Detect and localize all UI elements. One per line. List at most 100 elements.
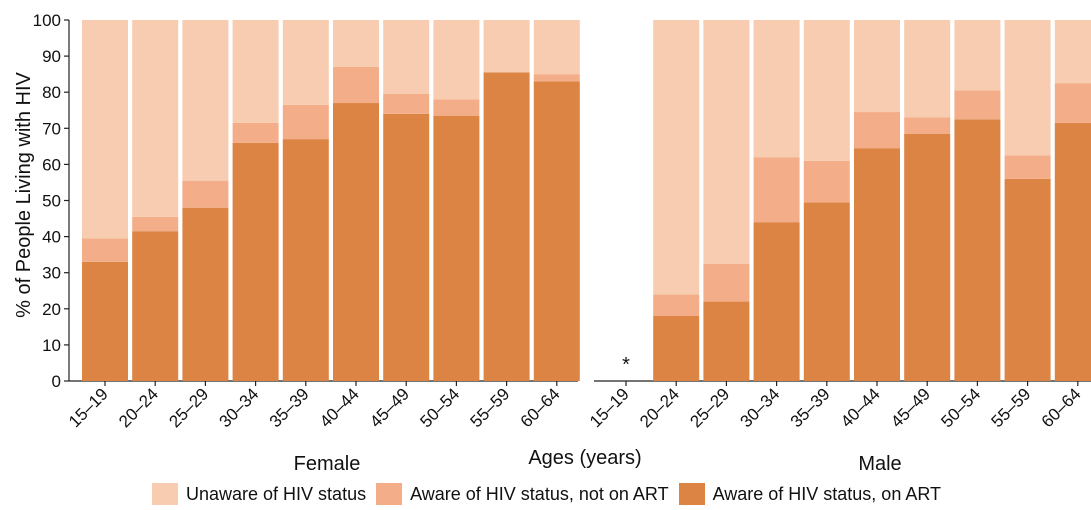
female-bar-50-54-aware-of-hiv-status-not-on-art bbox=[433, 99, 480, 116]
male-bar-60-64-aware-of-hiv-status-not-on-art bbox=[1054, 83, 1091, 123]
male-x-tick-label-15-19: 15–19 bbox=[586, 384, 633, 431]
male-x-tick-label-40-44: 40–44 bbox=[837, 384, 884, 431]
male-x-tick-label-60-64: 60–64 bbox=[1038, 384, 1085, 431]
female-bar-20-24-aware-of-hiv-status-on-art bbox=[132, 231, 179, 381]
male-x-tick-label-20-24: 20–24 bbox=[636, 384, 683, 431]
male-bar-25-29-aware-of-hiv-status-on-art bbox=[703, 301, 750, 381]
male-bar-50-54-unaware-of-hiv-status bbox=[954, 20, 1001, 91]
male-bar-20-24-aware-of-hiv-status-not-on-art bbox=[653, 294, 700, 317]
female-bar-60-64-unaware-of-hiv-status bbox=[533, 20, 580, 75]
female-bar-35-39-unaware-of-hiv-status bbox=[282, 20, 329, 105]
male-x-tick-label-45-49: 45–49 bbox=[887, 384, 934, 431]
male-bar-45-49-unaware-of-hiv-status bbox=[904, 20, 951, 118]
male-x-tick-label-50-54: 50–54 bbox=[937, 384, 984, 431]
legend-label-unaware: Unaware of HIV status bbox=[186, 483, 367, 504]
legend-item-aware-on-art: Aware of HIV status, on ART bbox=[678, 483, 942, 505]
y-axis-label: % of People Living with HIV bbox=[13, 72, 35, 318]
female-x-tick-label-50-54: 50–54 bbox=[416, 384, 463, 431]
legend-swatch-aware-not-art bbox=[376, 483, 403, 505]
male-bar-50-54-aware-of-hiv-status-on-art bbox=[954, 119, 1001, 382]
male-bar-45-49-aware-of-hiv-status-not-on-art bbox=[904, 117, 951, 134]
male-bar-40-44-aware-of-hiv-status-on-art bbox=[854, 148, 900, 381]
female-panel-label: Female bbox=[294, 453, 361, 475]
male-bar-25-29-unaware-of-hiv-status bbox=[703, 20, 750, 264]
male-bar-55-59-aware-of-hiv-status-not-on-art bbox=[1004, 155, 1051, 179]
female-bar-55-59-unaware-of-hiv-status bbox=[483, 20, 530, 73]
female-bar-45-49-aware-of-hiv-status-not-on-art bbox=[383, 94, 430, 114]
male-x-tick-label-30-34: 30–34 bbox=[737, 384, 784, 431]
female-x-tick-label-35-39: 35–39 bbox=[266, 384, 313, 431]
legend-item-unaware: Unaware of HIV status bbox=[152, 483, 366, 505]
y-tick-label-70: 70 bbox=[42, 119, 61, 138]
female-x-tick-label-55-59: 55–59 bbox=[467, 384, 514, 431]
male-bar-30-34-aware-of-hiv-status-on-art bbox=[753, 222, 800, 381]
female-bar-20-24-unaware-of-hiv-status bbox=[132, 20, 179, 217]
female-bar-15-19-aware-of-hiv-status-not-on-art bbox=[82, 238, 128, 262]
female-bar-20-24-aware-of-hiv-status-not-on-art bbox=[132, 216, 179, 232]
male-bar-20-24-unaware-of-hiv-status bbox=[653, 20, 700, 295]
male-bar-35-39-aware-of-hiv-status-not-on-art bbox=[803, 160, 850, 203]
male-bar-40-44-unaware-of-hiv-status bbox=[854, 20, 900, 113]
y-tick-label-40: 40 bbox=[42, 228, 61, 247]
female-bar-15-19-unaware-of-hiv-status bbox=[82, 20, 128, 239]
y-tick-label-80: 80 bbox=[42, 83, 61, 102]
male-bar-25-29-aware-of-hiv-status-not-on-art bbox=[703, 263, 750, 302]
female-x-tick-label-20-24: 20–24 bbox=[115, 384, 162, 431]
female-bar-25-29-aware-of-hiv-status-on-art bbox=[182, 207, 229, 381]
female-bar-40-44-aware-of-hiv-status-not-on-art bbox=[333, 66, 379, 104]
male-suppressed-marker: * bbox=[622, 354, 630, 376]
female-bar-40-44-unaware-of-hiv-status bbox=[333, 20, 379, 67]
male-x-tick-label-55-59: 55–59 bbox=[988, 384, 1035, 431]
y-tick-label-90: 90 bbox=[42, 47, 61, 66]
male-bar-40-44-aware-of-hiv-status-not-on-art bbox=[854, 112, 900, 149]
male-bar-55-59-aware-of-hiv-status-on-art bbox=[1004, 178, 1051, 381]
female-bar-30-34-unaware-of-hiv-status bbox=[232, 20, 279, 123]
female-bar-45-49-unaware-of-hiv-status bbox=[383, 20, 430, 95]
male-bar-55-59-unaware-of-hiv-status bbox=[1004, 20, 1051, 156]
female-bar-40-44-aware-of-hiv-status-on-art bbox=[333, 103, 379, 381]
female-bar-30-34-aware-of-hiv-status-not-on-art bbox=[232, 122, 279, 143]
female-x-tick-label-45-49: 45–49 bbox=[366, 384, 413, 431]
female-bar-50-54-unaware-of-hiv-status bbox=[433, 20, 480, 100]
legend-swatch-unaware bbox=[152, 483, 178, 505]
female-x-tick-label-40-44: 40–44 bbox=[316, 384, 363, 431]
y-tick-label-0: 0 bbox=[52, 372, 61, 391]
male-x-tick-label-25-29: 25–29 bbox=[686, 384, 733, 431]
male-bar-20-24-aware-of-hiv-status-on-art bbox=[653, 316, 700, 381]
female-bar-35-39-aware-of-hiv-status-not-on-art bbox=[282, 104, 329, 140]
female-x-tick-label-30-34: 30–34 bbox=[216, 384, 263, 431]
female-bar-25-29-aware-of-hiv-status-not-on-art bbox=[182, 180, 229, 208]
female-bar-55-59-aware-of-hiv-status-on-art bbox=[483, 72, 530, 381]
female-bar-45-49-aware-of-hiv-status-on-art bbox=[383, 113, 430, 382]
male-bar-30-34-unaware-of-hiv-status bbox=[753, 20, 800, 158]
female-bar-35-39-aware-of-hiv-status-on-art bbox=[282, 139, 329, 381]
female-bar-30-34-aware-of-hiv-status-on-art bbox=[232, 142, 279, 381]
male-bar-60-64-aware-of-hiv-status-on-art bbox=[1054, 122, 1091, 381]
female-bar-50-54-aware-of-hiv-status-on-art bbox=[433, 115, 480, 381]
y-tick-label-50: 50 bbox=[42, 192, 61, 211]
legend: Unaware of HIV status Aware of HIV statu… bbox=[152, 482, 951, 506]
y-tick-label-60: 60 bbox=[42, 155, 61, 174]
male-panel-label: Male bbox=[858, 453, 901, 475]
legend-label-aware-not-art: Aware of HIV status, not on ART bbox=[410, 483, 669, 504]
female-bar-15-19-aware-of-hiv-status-on-art bbox=[82, 261, 128, 381]
male-bar-60-64-unaware-of-hiv-status bbox=[1054, 20, 1091, 84]
legend-item-aware-not-art: Aware of HIV status, not on ART bbox=[376, 483, 669, 505]
female-x-tick-label-60-64: 60–64 bbox=[517, 384, 564, 431]
y-tick-label-10: 10 bbox=[42, 336, 61, 355]
stacked-bar-chart: % of People Living with HIV Ages (years)… bbox=[13, 11, 1091, 475]
female-bar-25-29-unaware-of-hiv-status bbox=[182, 20, 229, 181]
male-bar-35-39-unaware-of-hiv-status bbox=[803, 20, 850, 161]
y-tick-label-100: 100 bbox=[33, 11, 61, 30]
legend-label-aware-on-art: Aware of HIV status, on ART bbox=[712, 483, 942, 504]
female-bar-60-64-aware-of-hiv-status-on-art bbox=[533, 81, 580, 382]
male-bar-30-34-aware-of-hiv-status-not-on-art bbox=[753, 157, 800, 223]
female-bar-60-64-aware-of-hiv-status-not-on-art bbox=[533, 74, 580, 82]
male-x-tick-label-35-39: 35–39 bbox=[787, 384, 834, 431]
female-x-tick-label-25-29: 25–29 bbox=[165, 384, 212, 431]
male-bar-35-39-aware-of-hiv-status-on-art bbox=[803, 202, 850, 381]
y-tick-label-30: 30 bbox=[42, 264, 61, 283]
male-bar-50-54-aware-of-hiv-status-not-on-art bbox=[954, 90, 1001, 120]
x-axis-label: Ages (years) bbox=[528, 447, 641, 469]
